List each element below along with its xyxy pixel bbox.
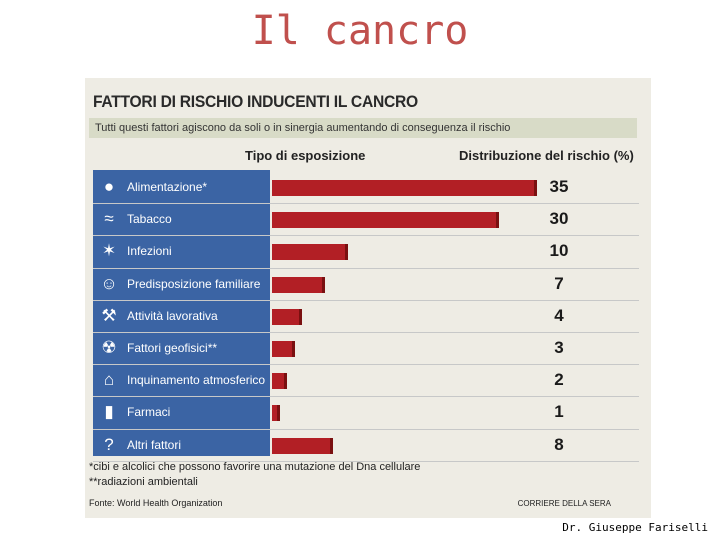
category-label: Inquinamento atmosferico <box>127 373 266 388</box>
cigarette-icon: ≈ <box>104 209 114 229</box>
medicine-bottle-icon: ▮ <box>104 402 114 422</box>
column-header-exposure: Tipo di esposizione <box>245 148 366 163</box>
bar <box>272 405 280 422</box>
row-divider <box>93 396 639 398</box>
row-divider <box>93 235 639 237</box>
row-divider <box>93 428 639 430</box>
chart-row: ☺ Predisposizione familiare 7 <box>93 269 639 301</box>
clipping-title: FATTORI DI RISCHIO INDUCENTI IL CANCRO <box>93 92 418 111</box>
category-label: Alimentazione* <box>127 180 208 194</box>
category-label: Altri fattori <box>127 437 182 452</box>
source-note: Fonte: World Health Organization <box>89 498 223 508</box>
category-label: Tabacco <box>127 212 172 227</box>
category-label: Farmaci <box>127 405 171 420</box>
row-divider <box>93 332 639 333</box>
question-mark-icon: ? <box>104 434 114 454</box>
chart-row: ⌂ Inquinamento atmosferico 2 <box>93 365 639 397</box>
family-icon: ☺ <box>100 273 118 293</box>
category-label: Fattori geofisici** <box>127 341 218 355</box>
category-label: Attività lavorativa <box>127 308 218 323</box>
factory-icon: ⌂ <box>103 370 115 390</box>
radiation-icon: ☢ <box>101 338 117 357</box>
slide-footer: Dr. Giuseppe Fariselli <box>562 521 708 534</box>
bar <box>272 437 333 454</box>
footnote-radiation: **radiazioni ambientali <box>89 476 198 488</box>
bar <box>272 212 500 229</box>
chart-row: ☢ Fattori geofisici** 3 <box>93 333 639 365</box>
category-label: Predisposizione familiare <box>127 276 261 291</box>
label-column-background <box>93 170 270 456</box>
row-divider <box>93 299 639 301</box>
category-label: Infezioni <box>127 244 172 259</box>
worker-icon: ⚒ <box>101 305 117 325</box>
chart-row: ≈ Tabacco 30 <box>93 204 639 236</box>
slide-title: Il cancro <box>251 8 469 54</box>
value-label: 1 <box>554 402 564 422</box>
value-label: 7 <box>554 273 564 293</box>
virus-icon: ✶ <box>101 241 117 261</box>
row-divider <box>93 460 639 462</box>
row-divider <box>93 203 639 205</box>
bar <box>272 244 348 261</box>
value-label: 30 <box>549 209 569 229</box>
chart-row: ✶ Infezioni 10 <box>93 236 639 268</box>
plate-icon: ● <box>103 177 115 196</box>
bar <box>272 373 288 390</box>
newspaper-clipping: FATTORI DI RISCHIO INDUCENTI IL CANCRO T… <box>85 78 651 518</box>
chart-row: ▮ Farmaci 1 <box>93 397 639 429</box>
bar <box>272 308 303 325</box>
column-header-distribution: Distribuzione del rischio (%) <box>459 148 634 163</box>
row-divider <box>93 364 639 366</box>
value-label: 35 <box>549 177 569 196</box>
value-label: 8 <box>554 434 564 454</box>
chart-row: ⚒ Attività lavorativa 4 <box>93 301 639 333</box>
value-label: 3 <box>554 338 564 357</box>
value-label: 10 <box>549 241 569 261</box>
bar <box>272 341 295 357</box>
value-label: 4 <box>554 305 564 325</box>
footnote-food: *cibi e alcolici che possono favorire un… <box>89 461 421 473</box>
value-label: 2 <box>554 370 564 390</box>
chart-row: ● Alimentazione* 35 <box>93 172 639 204</box>
bar <box>272 276 325 293</box>
chart-row: ? Altri fattori 8 <box>93 430 639 462</box>
bar <box>272 180 537 196</box>
clipping-subtitle: Tutti questi fattori agiscono da soli o … <box>89 118 637 138</box>
newspaper-credit: CORRIERE DELLA SERA <box>517 499 611 508</box>
row-divider <box>93 267 639 269</box>
